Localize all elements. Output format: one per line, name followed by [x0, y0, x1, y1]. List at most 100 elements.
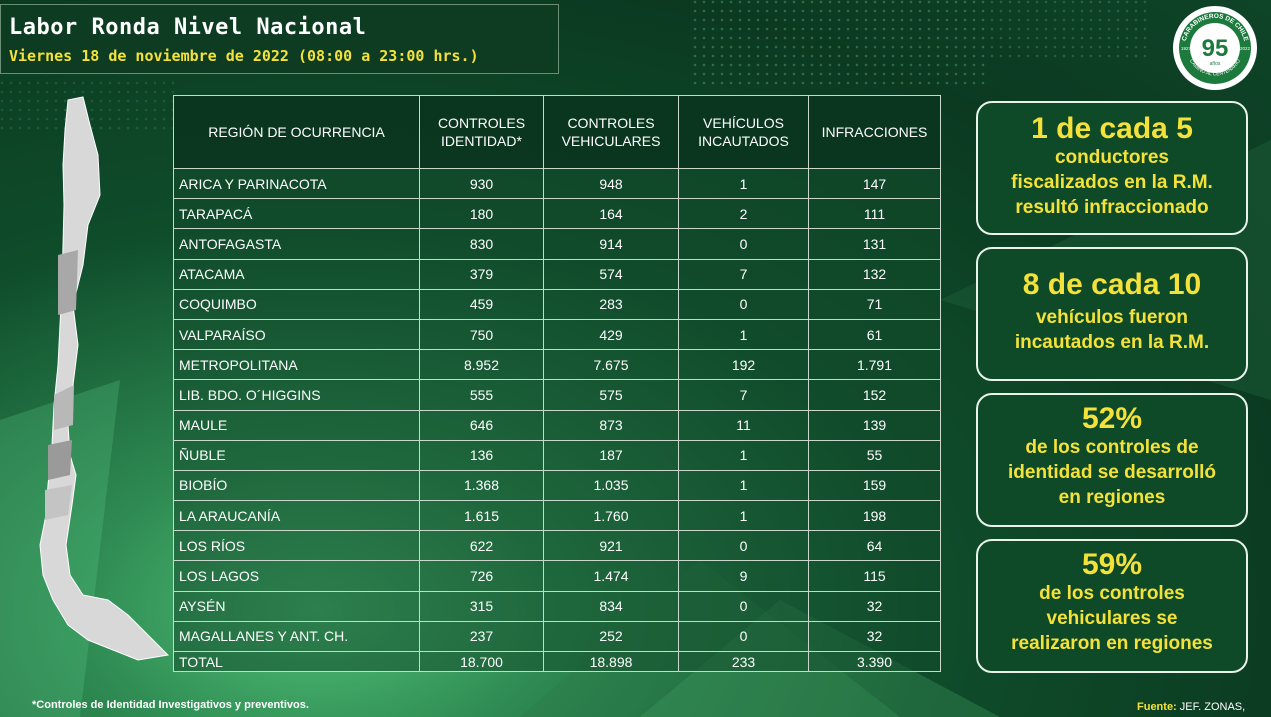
cell: 0 [678, 620, 809, 653]
cell: 198 [808, 500, 941, 532]
cell-region: ARICA Y PARINACOTA [173, 167, 420, 200]
stat-card-line: fiscalizados en la R.M. [1011, 172, 1213, 193]
cell: 1 [678, 469, 809, 502]
cell: 147 [808, 167, 941, 200]
header-infracciones: INFRACCIONES [808, 95, 941, 169]
table-row: METROPOLITANA 8.952 7.675 192 1.791 [173, 349, 941, 381]
cell-region: MAGALLANES Y ANT. CH. [173, 620, 420, 653]
cell: 32 [808, 620, 941, 653]
cell: 159 [808, 469, 941, 502]
table-row: LA ARAUCANÍA 1.615 1.760 1 198 [173, 500, 941, 532]
cell-total: 3.390 [808, 651, 941, 672]
stat-card-line: identidad se desarrolló [1008, 462, 1216, 483]
stat-card-controles-identidad: 52% de los controles de identidad se des… [976, 393, 1248, 527]
cell: 7 [678, 379, 809, 411]
cell: 1.760 [543, 500, 679, 532]
page-subtitle: Viernes 18 de noviembre de 2022 (08:00 a… [9, 47, 479, 65]
cell: 834 [543, 590, 679, 622]
cell: 1 [678, 500, 809, 532]
cell-total: 18.898 [543, 651, 679, 672]
cell: 136 [419, 439, 544, 471]
cell: 132 [808, 258, 941, 290]
header-vehiculos-incautados: VEHÍCULOS INCAUTADOS [678, 95, 809, 169]
cell-total-label: TOTAL [173, 651, 420, 672]
stat-card-headline: 59% [1081, 548, 1143, 581]
stat-card-line: conductores [1054, 147, 1170, 168]
cell: 379 [419, 258, 544, 290]
stat-card-line: realizaron en regiones [1011, 633, 1213, 654]
cell: 237 [419, 620, 544, 653]
cell: 921 [543, 530, 679, 562]
cell: 726 [419, 560, 544, 592]
cell: 283 [543, 288, 679, 320]
footnote: *Controles de Identidad Investigativos y… [32, 699, 309, 711]
cell-total: 18.700 [419, 651, 544, 672]
table-row: MAULE 646 873 11 139 [173, 409, 941, 441]
cell: 11 [678, 409, 809, 441]
results-table: REGIÓN DE OCURRENCIA CONTROLES IDENTIDAD… [173, 95, 941, 672]
table-row: VALPARAÍSO 750 429 1 61 [173, 318, 941, 351]
cell: 0 [678, 590, 809, 622]
cell: 164 [543, 198, 679, 230]
stat-card-line: de los controles de [1025, 437, 1199, 458]
source-value: JEF. ZONAS, [1179, 701, 1246, 713]
cell: 55 [808, 439, 941, 471]
cell: 315 [419, 590, 544, 622]
cell: 152 [808, 379, 941, 411]
stat-card-line: vehiculares se [1046, 608, 1178, 629]
cell-region: MAULE [173, 409, 420, 441]
cell: 575 [543, 379, 679, 411]
table-row: ÑUBLE 136 187 1 55 [173, 439, 941, 471]
cell: 1 [678, 439, 809, 471]
cell: 930 [419, 167, 544, 200]
cell: 64 [808, 530, 941, 562]
cell: 192 [678, 349, 809, 381]
cell-total: 233 [678, 651, 809, 672]
cell-region: METROPOLITANA [173, 349, 420, 381]
cell: 622 [419, 530, 544, 562]
header-banner: Labor Ronda Nivel Nacional Viernes 18 de… [0, 4, 559, 74]
table-row: BIOBÍO 1.368 1.035 1 159 [173, 469, 941, 502]
header-controles-vehiculares: CONTROLES VEHICULARES [543, 95, 679, 169]
cell: 7.675 [543, 349, 679, 381]
table-row: LOS LAGOS 726 1.474 9 115 [173, 560, 941, 592]
table-header-row: REGIÓN DE OCURRENCIA CONTROLES IDENTIDAD… [173, 95, 941, 169]
source-note: Fuente: JEF. ZONAS, [1137, 701, 1245, 713]
cell-region: LIB. BDO. O´HIGGINS [173, 379, 420, 411]
stat-card-line: de los controles [1039, 583, 1185, 604]
cell: 750 [419, 318, 544, 351]
stat-card-line: incautados en la R.M. [1014, 332, 1210, 353]
stat-card-headline: 52% [1081, 402, 1143, 435]
table-row: ATACAMA 379 574 7 132 [173, 258, 941, 290]
cell-region: LA ARAUCANÍA [173, 500, 420, 532]
cell: 1 [678, 167, 809, 200]
header-controles-identidad: CONTROLES IDENTIDAD* [419, 95, 544, 169]
table-row: COQUIMBO 459 283 0 71 [173, 288, 941, 320]
cell: 61 [808, 318, 941, 351]
cell: 1.474 [543, 560, 679, 592]
source-label: Fuente: [1137, 701, 1177, 713]
cell-region: ÑUBLE [173, 439, 420, 471]
cell: 873 [543, 409, 679, 441]
cell: 9 [678, 560, 809, 592]
cell: 111 [808, 198, 941, 230]
table-row: ANTOFAGASTA 830 914 0 131 [173, 228, 941, 260]
cell-region: TARAPACÁ [173, 198, 420, 230]
table-row: MAGALLANES Y ANT. CH. 237 252 0 32 [173, 620, 941, 653]
cell-region: VALPARAÍSO [173, 318, 420, 351]
cell: 8.952 [419, 349, 544, 381]
logo-year-left: 1927 [1181, 46, 1192, 51]
cell: 1.368 [419, 469, 544, 502]
page-title: Labor Ronda Nivel Nacional [9, 15, 367, 40]
header-region: REGIÓN DE OCURRENCIA [173, 95, 420, 169]
stat-card-line: vehículos fueron [1035, 307, 1189, 328]
stat-card-headline: 1 de cada 5 [1031, 112, 1193, 145]
cell: 139 [808, 409, 941, 441]
cell: 115 [808, 560, 941, 592]
cell: 830 [419, 228, 544, 260]
logo-number: 95 [1202, 35, 1229, 62]
cell: 459 [419, 288, 544, 320]
stat-card-controles-vehiculares: 59% de los controles vehiculares se real… [976, 539, 1248, 673]
cell: 71 [808, 288, 941, 320]
table-row: LIB. BDO. O´HIGGINS 555 575 7 152 [173, 379, 941, 411]
